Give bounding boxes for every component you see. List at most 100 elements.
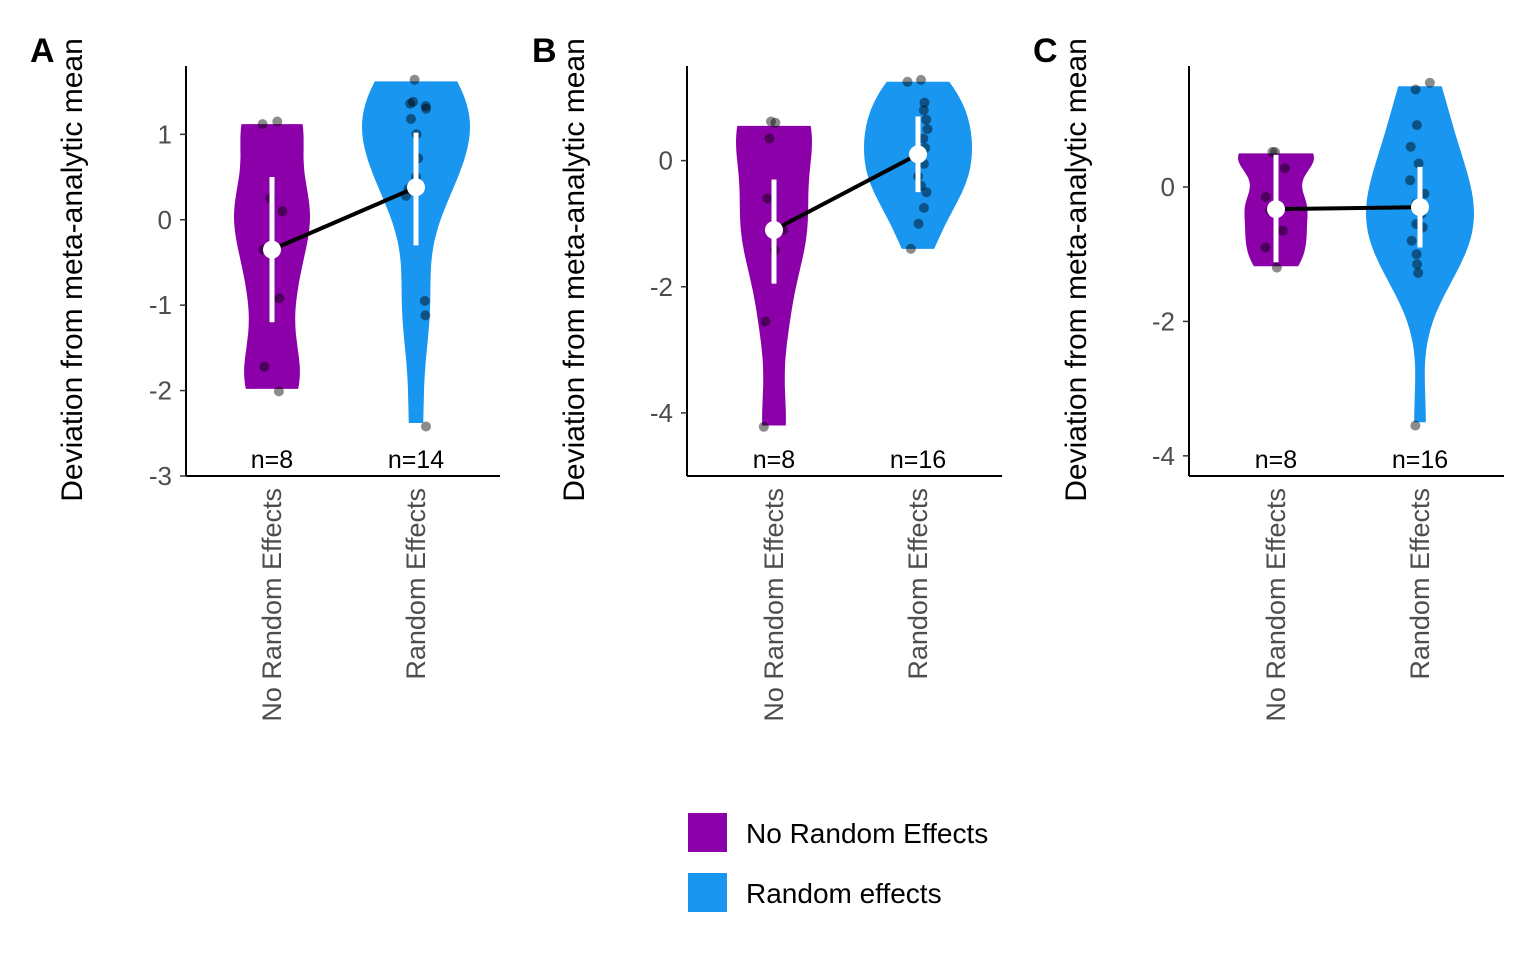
legend-swatch-no-random-effects: [688, 813, 727, 852]
data-point: [1413, 158, 1424, 169]
data-point: [921, 114, 932, 125]
panels: A Deviation from meta-analytic mean -3-2-1…: [30, 32, 1504, 722]
data-point: [1270, 147, 1280, 157]
data-point: [919, 97, 930, 108]
mean-point: [909, 145, 927, 164]
violin-random-effects: [362, 81, 470, 424]
y-tick-label: -4: [650, 398, 673, 428]
data-point: [419, 295, 430, 306]
data-point: [274, 293, 285, 304]
mean-point: [1411, 198, 1429, 217]
panel-letter: B: [532, 32, 557, 70]
data-point: [1267, 147, 1278, 157]
data-point: [1279, 163, 1290, 174]
data-point: [770, 117, 781, 128]
y-tick-label: 0: [1161, 172, 1175, 202]
x-tick-label: No Random Effects: [759, 488, 789, 722]
n-label: n=8: [251, 446, 293, 474]
data-point: [1424, 77, 1435, 88]
panel-letter: C: [1033, 32, 1058, 70]
panel-c: C Deviation from meta-analytic mean -4 -2 0 n…: [1033, 32, 1504, 722]
data-point: [758, 421, 769, 432]
n-label: n=16: [890, 446, 946, 474]
data-point: [1412, 259, 1423, 270]
mean-point: [407, 178, 425, 197]
data-point: [408, 96, 418, 107]
data-point: [902, 76, 913, 87]
x-tick-label: No Random Effects: [1261, 488, 1291, 722]
data-point: [273, 386, 284, 397]
data-point: [409, 74, 420, 85]
y-axis-label: Deviation from meta-analytic mean: [56, 38, 89, 502]
data-point: [766, 116, 776, 127]
data-point: [1260, 242, 1271, 253]
mean-point: [1267, 200, 1285, 219]
y-tick-label: 1: [158, 119, 172, 149]
data-point: [421, 103, 432, 114]
legend-label-random-effects: Random effects: [746, 878, 942, 909]
x-tick-label: Random Effects: [401, 488, 431, 680]
data-point: [277, 206, 288, 217]
mean-connector-line: [1275, 205, 1421, 212]
x-tick-label: Random Effects: [1405, 488, 1435, 680]
data-point: [762, 193, 773, 204]
y-tick-label: -2: [149, 376, 172, 406]
y-tick-label: -4: [1152, 441, 1175, 471]
data-point: [1410, 84, 1421, 95]
y-axis-label: Deviation from meta-analytic mean: [558, 38, 591, 502]
x-tick-label: No Random Effects: [257, 488, 287, 722]
data-point: [918, 105, 929, 116]
data-point: [1410, 420, 1421, 431]
n-label: n=8: [753, 446, 795, 474]
panel-a: A Deviation from meta-analytic mean -3 -2 -1…: [30, 32, 500, 722]
data-point: [420, 310, 431, 321]
y-axis-label: Deviation from meta-analytic mean: [1060, 38, 1093, 502]
y-tick-label: -2: [650, 272, 673, 302]
data-point: [272, 116, 283, 127]
data-point: [405, 98, 416, 109]
panel-b: B Deviation from meta-analytic mean -4 -2 0 n…: [532, 32, 1002, 722]
data-point: [922, 124, 933, 135]
data-point: [921, 187, 932, 198]
data-point: [905, 243, 916, 254]
mean-point: [263, 240, 281, 259]
n-label: n=16: [1392, 446, 1448, 474]
y-tick-label: 0: [659, 146, 673, 176]
data-point: [1411, 249, 1422, 260]
data-point: [1277, 225, 1288, 236]
data-point: [420, 101, 431, 112]
y-tick-label: 0: [158, 205, 172, 235]
data-point: [1411, 120, 1422, 131]
data-point: [1271, 262, 1282, 273]
data-point: [764, 133, 775, 144]
data-point: [916, 74, 926, 85]
y-tick-label: -2: [1152, 306, 1175, 336]
data-point: [1405, 141, 1416, 152]
legend-swatch-random-effects: [688, 873, 727, 912]
mean-connector-line: [271, 185, 417, 252]
data-point: [918, 133, 929, 144]
mean-point: [765, 221, 783, 239]
y-tick-label: -3: [149, 461, 172, 491]
violin-random-effects: [1366, 86, 1474, 423]
data-point: [1260, 192, 1271, 203]
mean-connector-line: [773, 152, 919, 232]
data-point: [760, 316, 771, 327]
data-point: [257, 119, 268, 130]
x-tick-label: Random Effects: [903, 488, 933, 680]
legend: No Random Effects Random effects: [688, 813, 988, 912]
data-point: [259, 361, 270, 372]
y-tick-label: -1: [149, 290, 172, 320]
data-point: [1405, 175, 1416, 186]
legend-label-no-random-effects: No Random Effects: [746, 818, 988, 849]
data-point: [421, 421, 431, 432]
data-point: [1406, 235, 1417, 246]
data-point: [913, 218, 924, 229]
n-label: n=8: [1255, 446, 1297, 474]
n-label: n=14: [388, 446, 444, 474]
data-point: [406, 114, 416, 124]
panel-letter: A: [30, 32, 55, 70]
data-point: [918, 202, 929, 213]
data-point: [1413, 268, 1424, 278]
